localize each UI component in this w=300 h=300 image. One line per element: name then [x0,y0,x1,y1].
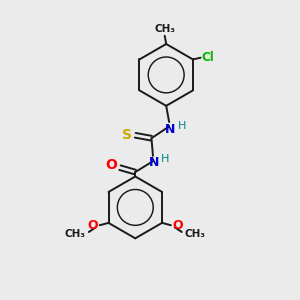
Text: CH₃: CH₃ [154,24,175,34]
Text: N: N [148,157,159,169]
Text: N: N [165,123,175,136]
Text: O: O [172,219,183,232]
Text: O: O [106,158,118,172]
Text: Cl: Cl [201,51,214,64]
Text: H: H [177,121,186,130]
Text: CH₃: CH₃ [65,229,86,239]
Text: H: H [161,154,170,164]
Text: CH₃: CH₃ [185,229,206,239]
Text: S: S [122,128,132,142]
Text: O: O [88,219,98,232]
